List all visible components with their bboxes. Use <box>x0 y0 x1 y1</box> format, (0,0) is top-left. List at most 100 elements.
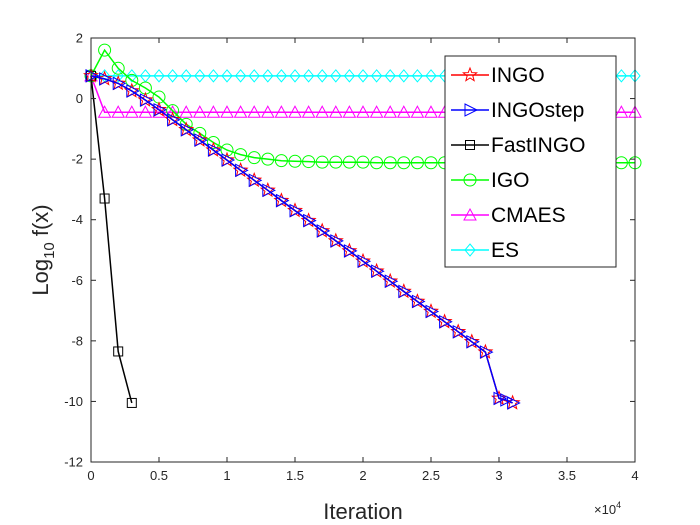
data-point-es <box>343 69 356 83</box>
x-tick-label: 0 <box>87 468 94 483</box>
data-point-ingostep <box>507 396 521 410</box>
legend-item-igo: IGO <box>451 169 530 192</box>
legend-marker-cmaes <box>463 207 477 221</box>
y-label-subscript: 10 <box>41 242 58 259</box>
legend-label-igo: IGO <box>491 169 530 192</box>
data-point-es <box>221 69 233 83</box>
x-tick-label: 1.5 <box>286 468 304 483</box>
x-tick-label: 0.5 <box>150 468 168 483</box>
data-point-ingostep <box>85 69 100 83</box>
legend-label-ingo: INGO <box>491 64 545 87</box>
data-point-cmaes <box>369 105 384 118</box>
data-point-ingostep <box>126 84 140 98</box>
legend-label-es: ES <box>491 239 519 262</box>
y-tick-label: 0 <box>76 91 83 106</box>
data-point-igo <box>206 135 220 149</box>
data-point-ingostep <box>248 173 263 188</box>
data-point-cmaes <box>288 105 302 118</box>
legend-item-cmaes: CMAES <box>451 204 566 227</box>
data-point-igo <box>315 155 329 169</box>
data-point-ingostep <box>398 284 412 299</box>
data-point-ingostep <box>112 76 127 91</box>
data-point-cmaes <box>383 105 398 118</box>
data-point-es <box>126 69 138 83</box>
data-point-ingostep <box>289 203 304 218</box>
data-point-es <box>166 69 179 83</box>
data-point-es <box>194 69 206 83</box>
data-point-ingostep <box>316 224 331 238</box>
data-point-igo <box>397 156 411 170</box>
data-point-cmaes <box>179 105 194 118</box>
data-point-cmaes <box>206 105 221 118</box>
data-point-es <box>357 69 369 83</box>
legend-item-fastingo: FastINGO <box>451 134 586 157</box>
legend-item-es: ES <box>451 239 519 262</box>
data-point-ingostep <box>221 153 236 167</box>
x-tick-label: 2 <box>359 468 366 483</box>
data-point-es <box>370 69 383 83</box>
legend-marker-es <box>464 243 476 257</box>
y-tick-label: -6 <box>71 273 83 288</box>
data-point-igo <box>274 154 288 168</box>
data-point-cmaes <box>247 105 262 118</box>
x-exponent-base: ×10 <box>594 502 616 517</box>
y-tick-label: 2 <box>76 31 83 46</box>
data-point-es <box>384 69 396 83</box>
legend-item-ingo: INGO <box>451 64 545 87</box>
data-point-cmaes <box>301 105 316 118</box>
data-point-cmaes <box>138 105 153 118</box>
y-tick-label: -4 <box>71 212 83 227</box>
data-point-igo <box>370 156 384 170</box>
y-axis-label: Log10 f(x) <box>28 204 58 295</box>
data-point-ingostep <box>343 244 358 258</box>
data-point-es <box>411 69 424 83</box>
legend-marker-ingostep <box>464 103 479 117</box>
data-point-es <box>248 69 260 83</box>
data-point-es <box>302 69 315 83</box>
data-point-cmaes <box>410 105 425 118</box>
x-exponent-power: 4 <box>616 500 621 510</box>
data-point-cmaes <box>356 105 370 118</box>
y-tick-label: -8 <box>71 333 83 348</box>
data-point-es <box>234 69 247 83</box>
data-point-es <box>207 69 220 83</box>
data-point-es <box>330 69 342 83</box>
data-point-igo <box>247 151 261 165</box>
data-point-cmaes <box>220 105 234 118</box>
data-point-ingostep <box>425 304 440 319</box>
data-point-igo <box>329 155 343 169</box>
legend-marker-igo <box>463 173 477 187</box>
data-point-igo <box>383 156 397 170</box>
data-point-cmaes <box>396 105 411 118</box>
data-point-igo <box>302 155 316 169</box>
data-point-ingostep <box>500 393 514 407</box>
y-tick-label: -2 <box>71 152 83 167</box>
data-point-ingostep <box>357 254 372 269</box>
x-tick-label: 3.5 <box>558 468 576 483</box>
series-ingostep <box>85 69 521 410</box>
data-point-igo <box>424 156 438 170</box>
data-point-es <box>615 69 628 83</box>
data-point-cmaes <box>274 105 289 118</box>
data-point-ingostep <box>262 183 276 198</box>
legend-label-cmaes: CMAES <box>491 204 566 227</box>
y-label-base: Log <box>28 259 53 296</box>
data-point-cmaes <box>614 105 629 118</box>
legend-marker-fastingo <box>465 140 475 150</box>
data-point-igo <box>342 155 356 169</box>
x-axis-exponent: ×104 <box>594 500 621 517</box>
data-point-ingostep <box>411 294 426 309</box>
data-point-es <box>425 69 437 83</box>
data-point-ingostep <box>180 122 195 137</box>
data-point-es <box>316 69 328 83</box>
data-point-cmaes <box>124 105 139 118</box>
data-point-igo <box>356 155 370 169</box>
legend: INGO INGOstep FastINGO IGO CMAES ES <box>444 55 617 268</box>
data-point-es <box>180 69 192 83</box>
data-point-cmaes <box>260 105 275 118</box>
data-point-cmaes <box>315 105 330 118</box>
y-tick-label: -10 <box>64 394 83 409</box>
x-tick-label: 4 <box>631 468 638 483</box>
data-point-es <box>153 69 165 83</box>
